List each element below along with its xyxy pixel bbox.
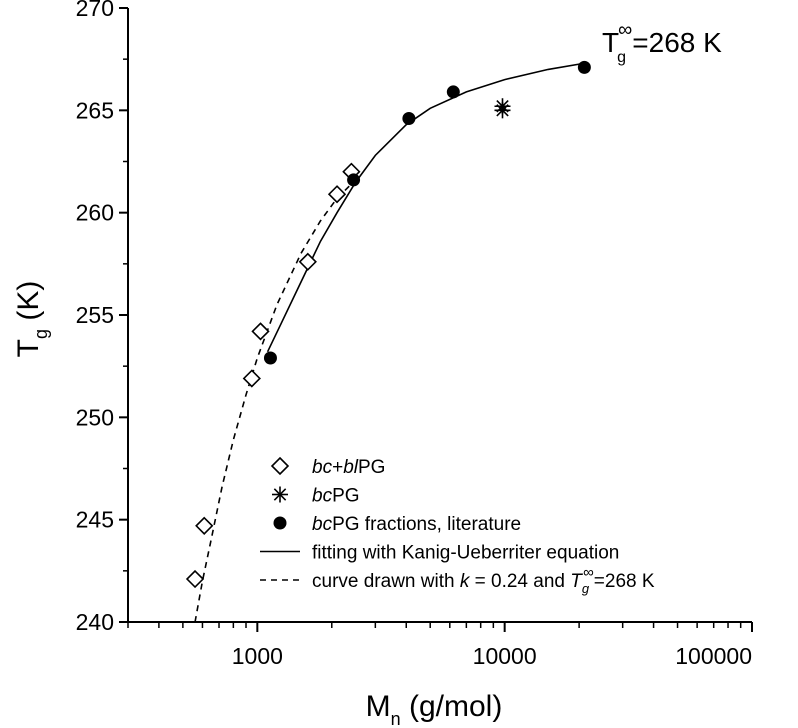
- data-point-circle: [446, 85, 460, 99]
- x-axis-title: Mn (g/mol): [366, 690, 503, 728]
- y-tick-label: 250: [76, 404, 114, 430]
- x-tick-label: 1000: [232, 643, 283, 669]
- x-tick-label: 100000: [675, 643, 752, 669]
- data-point-diamond: [195, 516, 214, 535]
- data-point-diamond: [327, 185, 347, 204]
- annotation-tg-infinity: Tg∞=268 K: [602, 19, 722, 66]
- fit-curves: [194, 62, 585, 623]
- legend-label: curve drawn with k = 0.24 and Tg∞=268 K: [312, 564, 655, 596]
- legend-marker: [272, 486, 288, 503]
- legend-marker: [270, 456, 290, 476]
- data-point-diamond: [242, 369, 261, 388]
- legend: bc+blPG bcPG bcPG fractions, literature fit…: [260, 456, 655, 596]
- y-tick-label: 260: [76, 200, 114, 226]
- legend-label: bc+blPG: [312, 457, 385, 478]
- y-tick-label: 255: [76, 302, 114, 328]
- data-point-diamond: [185, 569, 205, 589]
- legend-label: bcPG fractions, literature: [312, 514, 521, 535]
- y-tick-label: 265: [76, 97, 114, 123]
- y-tick-label: 245: [76, 507, 114, 533]
- data-point-diamond: [251, 322, 270, 341]
- axes: [119, 7, 753, 632]
- data-point-diamond: [298, 252, 317, 271]
- data-markers: [185, 60, 591, 589]
- data-point-circle: [263, 351, 277, 365]
- legend-label: fitting with Kanig-Ueberriter equation: [312, 543, 619, 564]
- data-point-circle: [402, 112, 416, 126]
- data-point-circle: [347, 173, 361, 187]
- legend-marker: [273, 516, 287, 530]
- data-point-circle: [577, 60, 591, 74]
- y-tick-label: 270: [76, 0, 114, 21]
- x-tick-label: 10000: [473, 643, 537, 669]
- axis-labels: 240 245 250 255 260 265 270 1000 10000 100000 Mn (…: [12, 0, 752, 728]
- fit-curve: [266, 62, 585, 353]
- y-tick-label: 240: [76, 609, 114, 635]
- legend-label: bcPG: [312, 486, 360, 507]
- y-axis-title: Tg (K): [12, 281, 51, 358]
- data-point-asterisk: [494, 98, 511, 115]
